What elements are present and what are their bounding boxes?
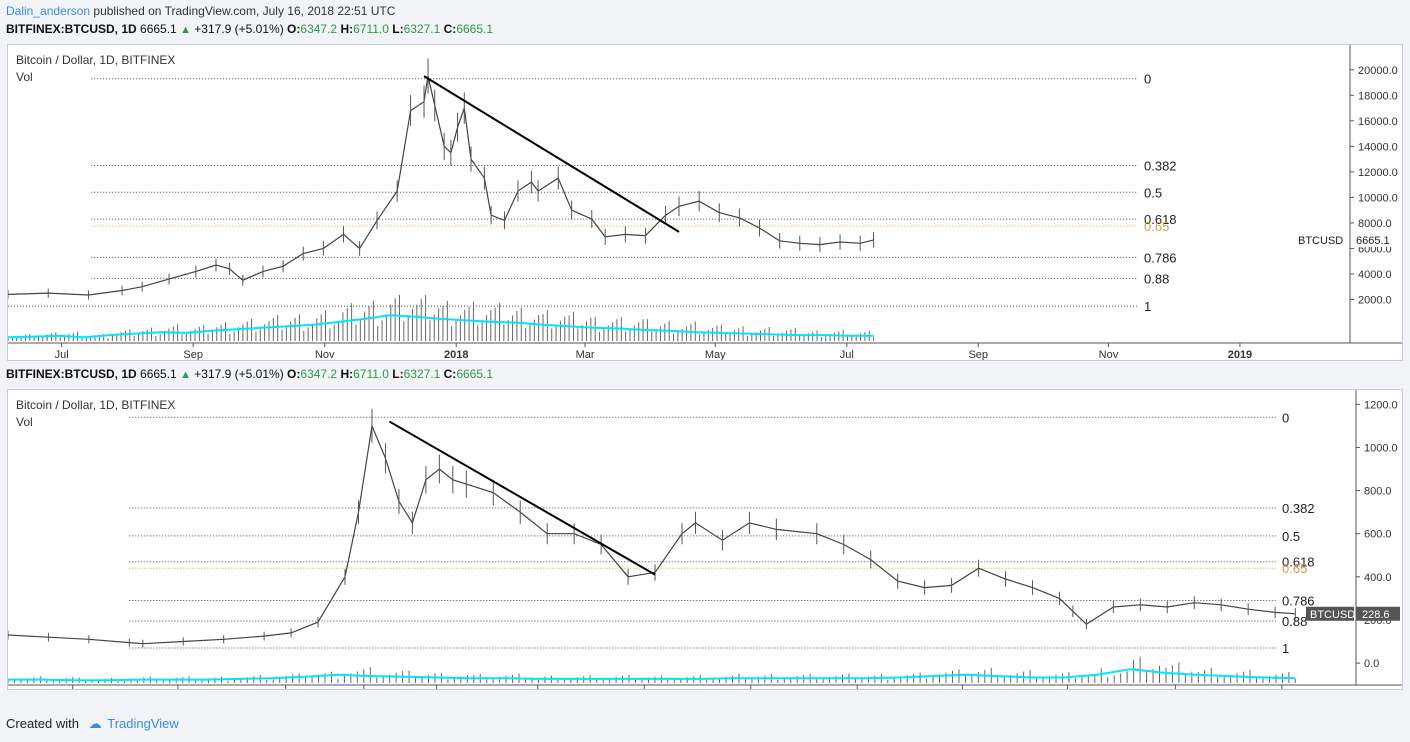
y-tick-label: 14000.0 bbox=[1358, 141, 1398, 153]
price-change: +317.9 (+5.01%) bbox=[194, 22, 284, 36]
fib-level-label: 1 bbox=[1282, 641, 1289, 656]
high-value: 6711.0 bbox=[353, 22, 389, 36]
fib-level-label: 0 bbox=[1282, 410, 1289, 425]
chart-panel-bottom[interactable]: 1200.01000.0800.0600.0400.0200.00.0JunAu… bbox=[7, 389, 1403, 690]
y-tick-label: 4000.0 bbox=[1358, 269, 1392, 281]
tradingview-logo-icon[interactable]: ☁ bbox=[88, 716, 102, 731]
created-with-text: Created with bbox=[6, 716, 79, 731]
published-text: published on TradingView.com, July 16, 2… bbox=[93, 4, 396, 18]
x-tick-label: Sep bbox=[968, 349, 988, 360]
last-price: 6665.1 bbox=[140, 22, 177, 36]
y-tick-label: 600.0 bbox=[1364, 529, 1392, 541]
price-line bbox=[8, 423, 1296, 645]
y-tick-label: 12000.0 bbox=[1358, 167, 1398, 179]
y-tick-label: 16000.0 bbox=[1358, 116, 1398, 128]
tradingview-link[interactable]: TradingView bbox=[107, 716, 179, 731]
price-tag-value-bg bbox=[1356, 606, 1400, 621]
price-tag-symbol: BTCUSD bbox=[1298, 235, 1343, 247]
x-tick-label: Mar bbox=[576, 349, 595, 360]
volume-ma-line bbox=[8, 314, 874, 339]
x-tick-label: 2019 bbox=[1228, 349, 1252, 360]
footer: Created with ☁ TradingView bbox=[6, 716, 179, 732]
open-value: 6347.2 bbox=[300, 22, 338, 36]
y-tick-label: 8000.0 bbox=[1358, 218, 1392, 230]
y-tick-label: 400.0 bbox=[1364, 572, 1392, 584]
fib-level-label: 0.786 bbox=[1282, 594, 1315, 609]
fib-level-label: 0.65 bbox=[1144, 219, 1169, 234]
volume-label: Vol bbox=[16, 415, 33, 429]
volume-ma-line bbox=[8, 668, 1296, 682]
low-value: 6327.1 bbox=[403, 22, 441, 36]
fib-level-label: 0.65 bbox=[1282, 561, 1307, 576]
fib-level-label: 0.88 bbox=[1144, 271, 1169, 286]
fib-level-label: 0 bbox=[1144, 72, 1151, 87]
y-tick-label: 20000.0 bbox=[1358, 65, 1398, 77]
symbol-line-bottom: BITFINEX:BTCUSD, 1D 6665.1 ▲ +317.9 (+5.… bbox=[6, 367, 494, 381]
y-tick-label: 1200.0 bbox=[1364, 399, 1398, 411]
fib-level-label: 1 bbox=[1144, 299, 1151, 314]
volume-label: Vol bbox=[16, 70, 33, 84]
symbol-line-top: BITFINEX:BTCUSD, 1D 6665.1 ▲ +317.9 (+5.… bbox=[6, 22, 494, 36]
y-tick-label: 0.0 bbox=[1364, 658, 1379, 670]
y-tick-label: 2000.0 bbox=[1358, 294, 1392, 306]
x-tick-label: Nov bbox=[315, 349, 335, 360]
publish-info: Dalin_anderson published on TradingView.… bbox=[6, 4, 395, 18]
x-tick-label: Jul bbox=[840, 349, 854, 360]
chart-canvas-bottom[interactable]: 1200.01000.0800.0600.0400.0200.00.0JunAu… bbox=[8, 390, 1402, 689]
chart-panel-top[interactable]: 20000.0 18000.0 16000.0 14000.0 12000.0 10000… bbox=[7, 44, 1403, 361]
price-tag-value: 228.6 bbox=[1362, 609, 1390, 621]
x-tick-label: 2018 bbox=[444, 349, 468, 360]
x-tick-label: May bbox=[705, 349, 726, 360]
fib-level-label: 0.786 bbox=[1144, 250, 1177, 265]
fib-level-label: 0.618 bbox=[1282, 555, 1315, 570]
up-arrow-icon: ▲ bbox=[180, 24, 191, 36]
fib-level-label: 0.382 bbox=[1144, 158, 1177, 173]
up-arrow-icon: ▲ bbox=[180, 369, 191, 381]
x-tick-label: Sep bbox=[183, 349, 203, 360]
fib-level-label: 0.5 bbox=[1282, 529, 1300, 544]
close-value: 6665.1 bbox=[456, 22, 494, 36]
fib-level-label: 0.618 bbox=[1144, 212, 1177, 227]
symbol-label: BITFINEX:BTCUSD, 1D bbox=[6, 22, 137, 36]
fib-level-label: 0.88 bbox=[1282, 614, 1307, 629]
y-tick-label: 10000.0 bbox=[1358, 192, 1398, 204]
fib-level-label: 0.5 bbox=[1144, 185, 1162, 200]
trend-line bbox=[423, 75, 680, 233]
trend-line bbox=[388, 420, 656, 576]
y-tick-label: 1000.0 bbox=[1364, 442, 1398, 454]
price-line bbox=[8, 75, 874, 296]
price-tag-symbol: BTCUSD bbox=[1310, 609, 1355, 621]
chart-title: Bitcoin / Dollar, 1D, BITFINEX bbox=[16, 53, 176, 67]
x-tick-label: Jul bbox=[55, 349, 69, 360]
chart-canvas-top[interactable]: 20000.018000.016000.014000.012000.010000… bbox=[8, 45, 1402, 360]
y-tick-label: 18000.0 bbox=[1358, 90, 1398, 102]
y-tick-label: 800.0 bbox=[1364, 486, 1392, 498]
chart-title: Bitcoin / Dollar, 1D, BITFINEX bbox=[16, 398, 176, 412]
price-tag-value-bg bbox=[1352, 232, 1396, 247]
price-tag-label-bg bbox=[1306, 606, 1354, 621]
x-tick-label: Nov bbox=[1099, 349, 1119, 360]
price-tag-value: 6665.1 bbox=[1356, 235, 1390, 247]
author-link[interactable]: Dalin_anderson bbox=[6, 4, 91, 18]
fib-level-label: 0.382 bbox=[1282, 501, 1315, 516]
